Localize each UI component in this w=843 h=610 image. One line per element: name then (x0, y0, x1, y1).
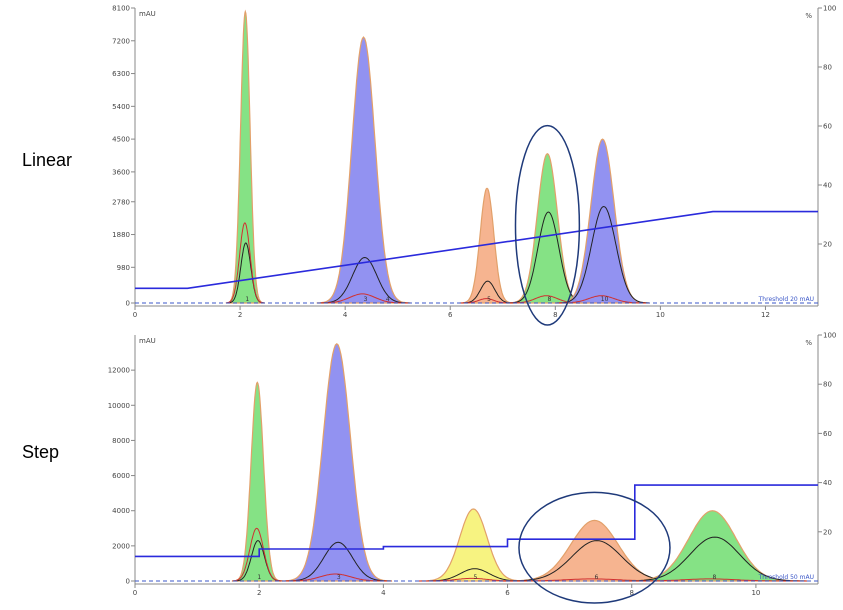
y-tick-label: 0 (126, 300, 130, 308)
y2-unit-label: % (805, 339, 812, 347)
threshold-label: Threshold 20 mAU (758, 296, 814, 303)
gradient-line (135, 484, 818, 558)
peak-2-trace (317, 256, 410, 304)
y-tick-label: 4000 (112, 507, 130, 515)
x-tick-label: 4 (381, 589, 386, 597)
step-label: Step (22, 442, 60, 462)
peak-3-red-trace (459, 298, 515, 304)
y-tick-label: 8000 (112, 437, 130, 445)
x-tick-label: 6 (448, 311, 453, 319)
y-tick-label: 5400 (112, 103, 130, 111)
peak-2-label: 3 (337, 574, 341, 581)
threshold-label: Threshold 50 mAU (758, 574, 814, 581)
highlight-ellipse (514, 124, 581, 326)
peak-2 (281, 343, 393, 582)
chart-panel-step: 020004000600080001000012000mAU2040608010… (108, 332, 836, 604)
peak-1-red-trace (226, 222, 265, 304)
y2-tick-label: 60 (823, 123, 832, 131)
y2-unit-label: % (805, 12, 812, 20)
y-tick-label: 980 (117, 264, 130, 272)
x-tick-label: 2 (238, 311, 242, 319)
chart-panel-linear: 098018802780360045005400630072008100mAU2… (112, 5, 836, 326)
peak-4-label: 8 (548, 296, 552, 303)
x-tick-label: 4 (343, 311, 348, 319)
x-tick-label: 10 (751, 589, 760, 597)
peak-2-label: 3 (364, 296, 368, 303)
y2-tick-label: 20 (823, 528, 832, 536)
y-unit-label: mAU (139, 10, 156, 18)
y-tick-label: 12000 (108, 367, 130, 375)
peak-3 (418, 508, 529, 582)
linear-label: Linear (22, 150, 73, 170)
peak-1-label: 1 (245, 296, 249, 303)
y2-tick-label: 60 (823, 430, 832, 438)
x-tick-label: 8 (629, 589, 633, 597)
peak-5 (555, 138, 650, 304)
peak-5-trace (556, 205, 649, 304)
peak-3 (459, 187, 515, 304)
highlight-ellipse (518, 491, 671, 604)
x-tick-label: 10 (656, 311, 665, 319)
y-tick-label: 0 (126, 578, 130, 586)
y-tick-label: 2000 (112, 542, 130, 550)
peak-2 (316, 36, 411, 304)
x-tick-label: 12 (761, 311, 770, 319)
peak-2-trace (282, 541, 392, 582)
y-tick-label: 4500 (112, 136, 130, 144)
y2-tick-label: 40 (823, 479, 832, 487)
x-tick-label: 0 (133, 311, 137, 319)
x-tick-label: 2 (257, 589, 261, 597)
peak-3-label: 5 (487, 296, 491, 303)
peak-4 (500, 519, 689, 582)
peak-1-label: 1 (257, 574, 261, 581)
y-tick-label: 6000 (112, 472, 130, 480)
peak-5 (618, 510, 807, 582)
y-tick-label: 6300 (112, 70, 130, 78)
y-unit-label: mAU (139, 337, 156, 345)
y2-tick-label: 20 (823, 241, 832, 249)
peak-5-label: 10 (601, 296, 609, 303)
peak-1 (225, 9, 266, 304)
y-tick-label: 8100 (112, 5, 130, 13)
x-tick-label: 0 (133, 589, 137, 597)
peak-3-label: 5 (473, 574, 477, 581)
y-tick-label: 1880 (112, 231, 130, 239)
gradient-line (135, 210, 818, 290)
x-tick-label: 8 (553, 311, 557, 319)
y-tick-label: 10000 (108, 402, 130, 410)
peak-5-label: 8 (713, 574, 717, 581)
peak-5-trace (618, 536, 807, 582)
y2-tick-label: 40 (823, 182, 832, 190)
y-tick-label: 7200 (112, 37, 130, 45)
peak-4-label: 6 (595, 574, 599, 581)
x-tick-label: 6 (505, 589, 510, 597)
y-tick-label: 3600 (112, 168, 130, 176)
peak-1 (231, 381, 284, 582)
peak-1-red-trace (232, 527, 283, 582)
y2-tick-label: 100 (823, 332, 836, 340)
y2-tick-label: 80 (823, 381, 832, 389)
y2-tick-label: 100 (823, 5, 836, 13)
peak-2-extra-label: 4 (386, 296, 390, 303)
y2-tick-label: 80 (823, 64, 832, 72)
y-tick-label: 2780 (112, 198, 130, 206)
